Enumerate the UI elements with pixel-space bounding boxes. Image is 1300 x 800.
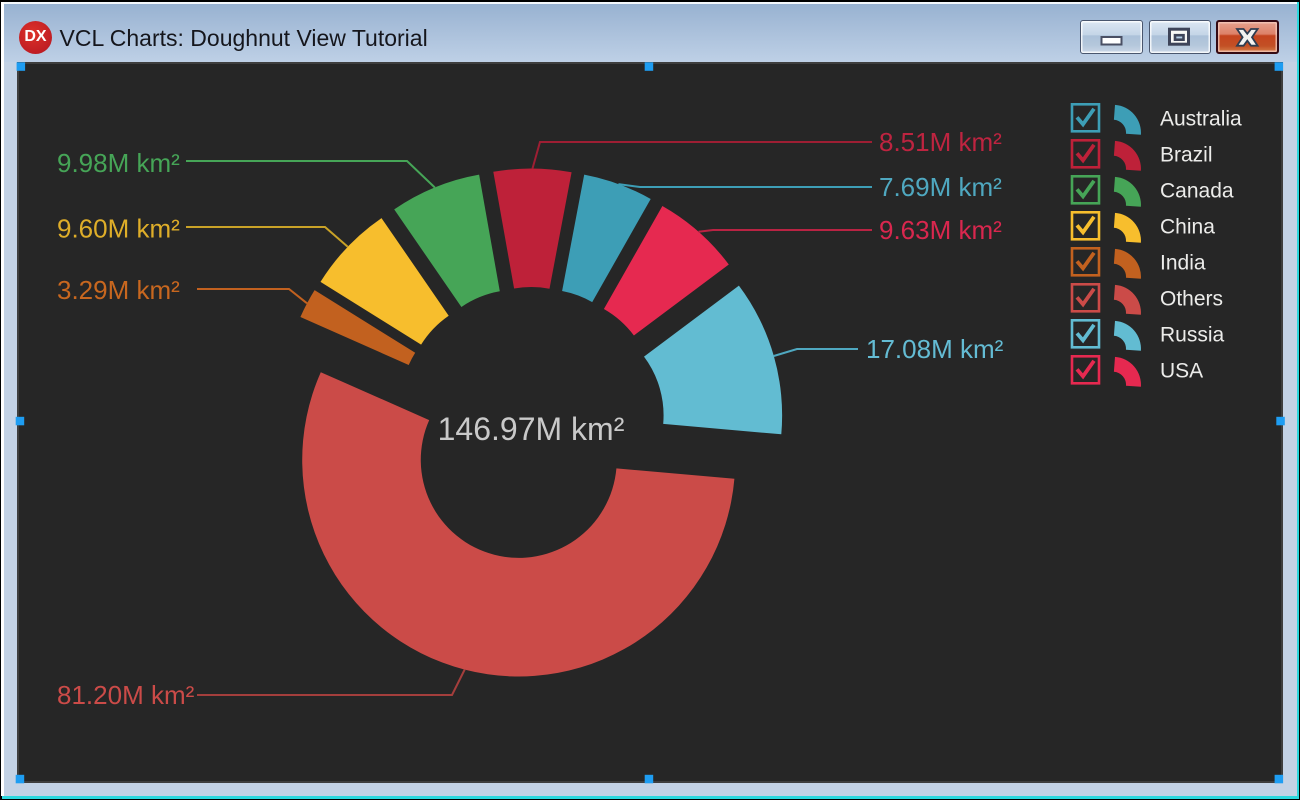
svg-text:Russia: Russia: [1160, 323, 1225, 346]
svg-text:Australia: Australia: [1160, 107, 1242, 130]
svg-text:9.98M km²: 9.98M km²: [57, 148, 180, 178]
svg-text:Brazil: Brazil: [1160, 143, 1213, 166]
svg-text:India: India: [1160, 251, 1206, 274]
svg-text:9.60M km²: 9.60M km²: [57, 214, 180, 244]
svg-text:17.08M km²: 17.08M km²: [866, 334, 1004, 364]
svg-text:3.29M km²: 3.29M km²: [57, 275, 180, 305]
svg-text:Canada: Canada: [1160, 179, 1234, 202]
svg-text:Others: Others: [1160, 287, 1223, 310]
svg-text:81.20M km²: 81.20M km²: [57, 680, 195, 710]
svg-text:9.63M km²: 9.63M km²: [879, 215, 1002, 245]
svg-text:China: China: [1160, 215, 1215, 238]
svg-text:7.69M km²: 7.69M km²: [879, 172, 1002, 202]
svg-text:USA: USA: [1160, 359, 1203, 382]
svg-text:146.97M km²: 146.97M km²: [438, 411, 625, 447]
svg-text:8.51M km²: 8.51M km²: [879, 127, 1002, 157]
